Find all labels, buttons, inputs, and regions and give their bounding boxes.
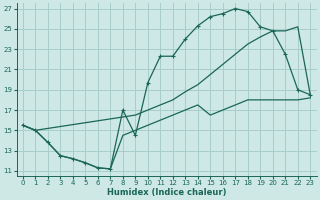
X-axis label: Humidex (Indice chaleur): Humidex (Indice chaleur) [107, 188, 226, 197]
